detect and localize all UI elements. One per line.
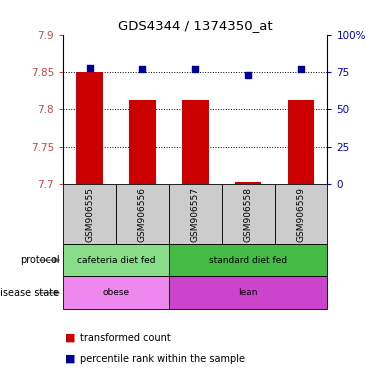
- Bar: [63, 244, 169, 276]
- Bar: [235, 182, 262, 184]
- Text: cafeteria diet fed: cafeteria diet fed: [77, 256, 155, 265]
- Text: ■: ■: [65, 333, 75, 343]
- Text: ■: ■: [65, 354, 75, 364]
- Title: GDS4344 / 1374350_at: GDS4344 / 1374350_at: [118, 19, 273, 32]
- Bar: [222, 184, 275, 244]
- Text: transformed count: transformed count: [80, 333, 171, 343]
- Text: percentile rank within the sample: percentile rank within the sample: [80, 354, 246, 364]
- Text: GSM906559: GSM906559: [296, 187, 306, 242]
- Bar: [116, 184, 169, 244]
- Text: standard diet fed: standard diet fed: [209, 256, 287, 265]
- Bar: [63, 184, 116, 244]
- Point: [245, 72, 251, 78]
- Bar: [63, 276, 169, 309]
- Bar: [77, 72, 103, 184]
- Point: [192, 66, 198, 72]
- Text: lean: lean: [239, 288, 258, 297]
- Bar: [169, 244, 327, 276]
- Bar: [288, 100, 314, 184]
- Text: GSM906555: GSM906555: [85, 187, 94, 242]
- Point: [87, 65, 93, 71]
- Bar: [169, 184, 222, 244]
- Text: GSM906557: GSM906557: [191, 187, 200, 242]
- Point: [298, 66, 304, 72]
- Text: protocol: protocol: [20, 255, 59, 265]
- Text: disease state: disease state: [0, 288, 59, 298]
- Bar: [129, 100, 155, 184]
- Point: [139, 66, 146, 72]
- Bar: [275, 184, 327, 244]
- Bar: [182, 100, 208, 184]
- Text: GSM906556: GSM906556: [138, 187, 147, 242]
- Text: obese: obese: [103, 288, 129, 297]
- Bar: [169, 276, 327, 309]
- Text: GSM906558: GSM906558: [244, 187, 253, 242]
